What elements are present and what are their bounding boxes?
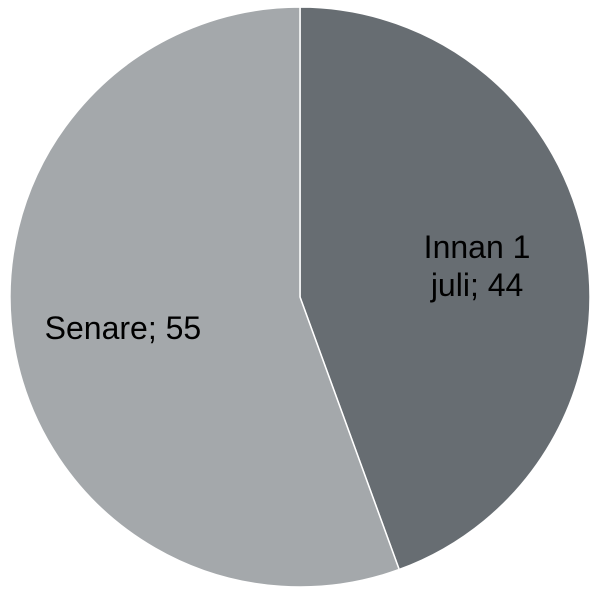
pie-slices [9,6,590,588]
pie-slice-innan-1-juli [299,6,590,571]
pie-slice-label-line: Senare; 55 [45,310,202,346]
pie-labels: Innan 1 juli; 44 Senare; 55 [45,229,531,346]
pie-slice-label-line: Innan 1 [424,229,531,265]
pie-slice-label-line: juli; 44 [430,267,524,303]
pie-slice-label: Innan 1 juli; 44 [424,229,531,303]
pie-slice-label: Senare; 55 [45,310,202,346]
pie-slice-senare [9,6,401,588]
